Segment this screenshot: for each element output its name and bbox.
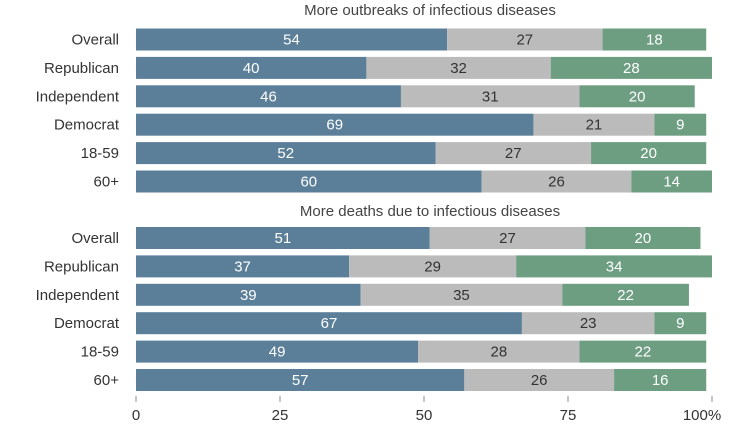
category-label: 60+ (94, 174, 120, 191)
chart-panels: More outbreaks of infectious diseases Ove… (36, 2, 712, 391)
data-label: 39 (240, 287, 257, 304)
x-tick-label: 50 (416, 407, 433, 424)
category-label: Independent (36, 88, 120, 105)
x-tick-label: 25 (272, 407, 289, 424)
category-label: Republican (44, 60, 119, 77)
data-label: 14 (663, 174, 680, 191)
data-label: 28 (623, 60, 640, 77)
data-label: 23 (580, 315, 597, 332)
bar-segment-series-1 (136, 283, 361, 306)
bar-segment-series-3 (585, 227, 701, 249)
bar-segment-series-3 (654, 312, 707, 335)
chart-panel-2: More deaths due to infectious diseases Ov… (36, 203, 712, 391)
bar-segment-series-3 (602, 28, 707, 51)
data-label: 20 (635, 230, 652, 247)
data-label: 46 (260, 88, 277, 105)
panel-title: More outbreaks of infectious diseases (304, 2, 556, 19)
x-tick-label: 100% (683, 407, 721, 424)
data-label: 27 (499, 230, 516, 247)
data-label: 20 (640, 145, 657, 162)
data-label: 69 (326, 117, 343, 134)
data-label: 9 (676, 315, 684, 332)
data-label: 60 (300, 174, 317, 191)
category-label: 18-59 (81, 145, 119, 162)
category-label: Overall (71, 230, 119, 247)
chart-panel-1: More outbreaks of infectious diseases Ove… (36, 2, 712, 193)
bar-segment-series-2 (349, 255, 517, 278)
category-label: Republican (44, 258, 119, 275)
data-label: 9 (676, 117, 684, 134)
bar-segment-series-1 (136, 255, 350, 278)
bar-segment-series-2 (533, 113, 655, 136)
bar-segment-series-1 (136, 28, 448, 51)
bar-segment-series-3 (631, 170, 712, 193)
data-label: 22 (635, 344, 652, 361)
data-label: 37 (234, 258, 251, 275)
data-label: 26 (548, 174, 565, 191)
bar-segment-series-2 (521, 312, 655, 335)
data-label: 27 (516, 32, 533, 49)
bar-segment-series-3 (654, 113, 707, 136)
data-label: 32 (450, 60, 467, 77)
bar-segment-series-2 (435, 142, 592, 165)
data-label: 40 (243, 60, 260, 77)
category-label: Overall (71, 32, 119, 49)
bar-segment-series-3 (516, 255, 712, 278)
bar-segment-series-1 (136, 227, 430, 249)
bar-segment-series-2 (464, 369, 615, 391)
x-tick-label: 75 (560, 407, 577, 424)
bar-segment-series-1 (136, 340, 419, 363)
bar-segment-series-1 (136, 170, 482, 193)
bar-segment-series-1 (136, 369, 465, 391)
x-tick-label: 0 (132, 407, 140, 424)
bar-segment-series-2 (400, 85, 580, 108)
data-label: 49 (269, 344, 286, 361)
bar-segment-series-2 (366, 56, 551, 79)
data-label: 35 (453, 287, 470, 304)
panel-title: More deaths due to infectious diseases (300, 203, 560, 220)
x-axis: 0 25 50 75 100% (132, 396, 721, 424)
bar-segment-series-3 (614, 369, 707, 391)
data-label: 27 (505, 145, 522, 162)
bar-segment-series-2 (360, 283, 563, 306)
data-label: 67 (321, 315, 338, 332)
data-label: 54 (283, 32, 300, 49)
bar-segment-series-2 (418, 340, 580, 363)
data-label: 21 (586, 117, 603, 134)
bar-segment-series-2 (447, 28, 603, 51)
bar-segment-series-2 (429, 227, 586, 249)
bar-segment-series-3 (550, 56, 712, 79)
data-label: 52 (277, 145, 294, 162)
data-label: 29 (424, 258, 441, 275)
bar-segment-series-1 (136, 113, 534, 136)
data-label: 34 (606, 258, 623, 275)
bar-segment-series-1 (136, 85, 401, 108)
bar-segment-series-3 (562, 283, 689, 306)
data-label: 22 (617, 287, 634, 304)
data-label: 20 (629, 88, 646, 105)
data-label: 26 (531, 372, 548, 389)
data-label: 57 (292, 372, 309, 389)
category-label: Democrat (54, 315, 120, 332)
data-label: 51 (275, 230, 292, 247)
data-label: 16 (652, 372, 669, 389)
data-label: 18 (646, 32, 663, 49)
category-label: 18-59 (81, 344, 119, 361)
bar-segment-series-1 (136, 142, 436, 165)
data-label: 28 (491, 344, 508, 361)
category-label: 60+ (94, 372, 120, 389)
bar-segment-series-3 (579, 340, 707, 363)
category-label: Independent (36, 287, 120, 304)
bar-segment-series-3 (591, 142, 707, 165)
bar-segment-series-1 (136, 312, 522, 335)
bar-segment-series-1 (136, 56, 367, 79)
bar-segment-series-3 (579, 85, 695, 108)
category-label: Democrat (54, 117, 120, 134)
data-label: 31 (482, 88, 499, 105)
bar-segment-series-2 (481, 170, 632, 193)
